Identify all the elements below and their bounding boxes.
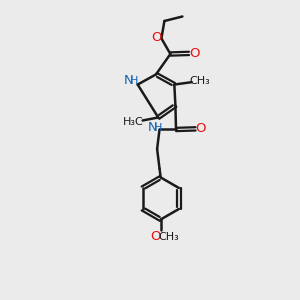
Text: O: O xyxy=(189,47,200,60)
Text: H: H xyxy=(130,76,138,86)
Text: N: N xyxy=(124,74,134,87)
Text: O: O xyxy=(151,31,161,44)
Text: N: N xyxy=(148,122,158,134)
Text: CH₃: CH₃ xyxy=(159,232,179,242)
Text: O: O xyxy=(150,230,160,243)
Text: CH₃: CH₃ xyxy=(189,76,210,86)
Text: H: H xyxy=(154,123,162,133)
Text: H₃C: H₃C xyxy=(123,117,144,127)
Text: O: O xyxy=(196,122,206,135)
